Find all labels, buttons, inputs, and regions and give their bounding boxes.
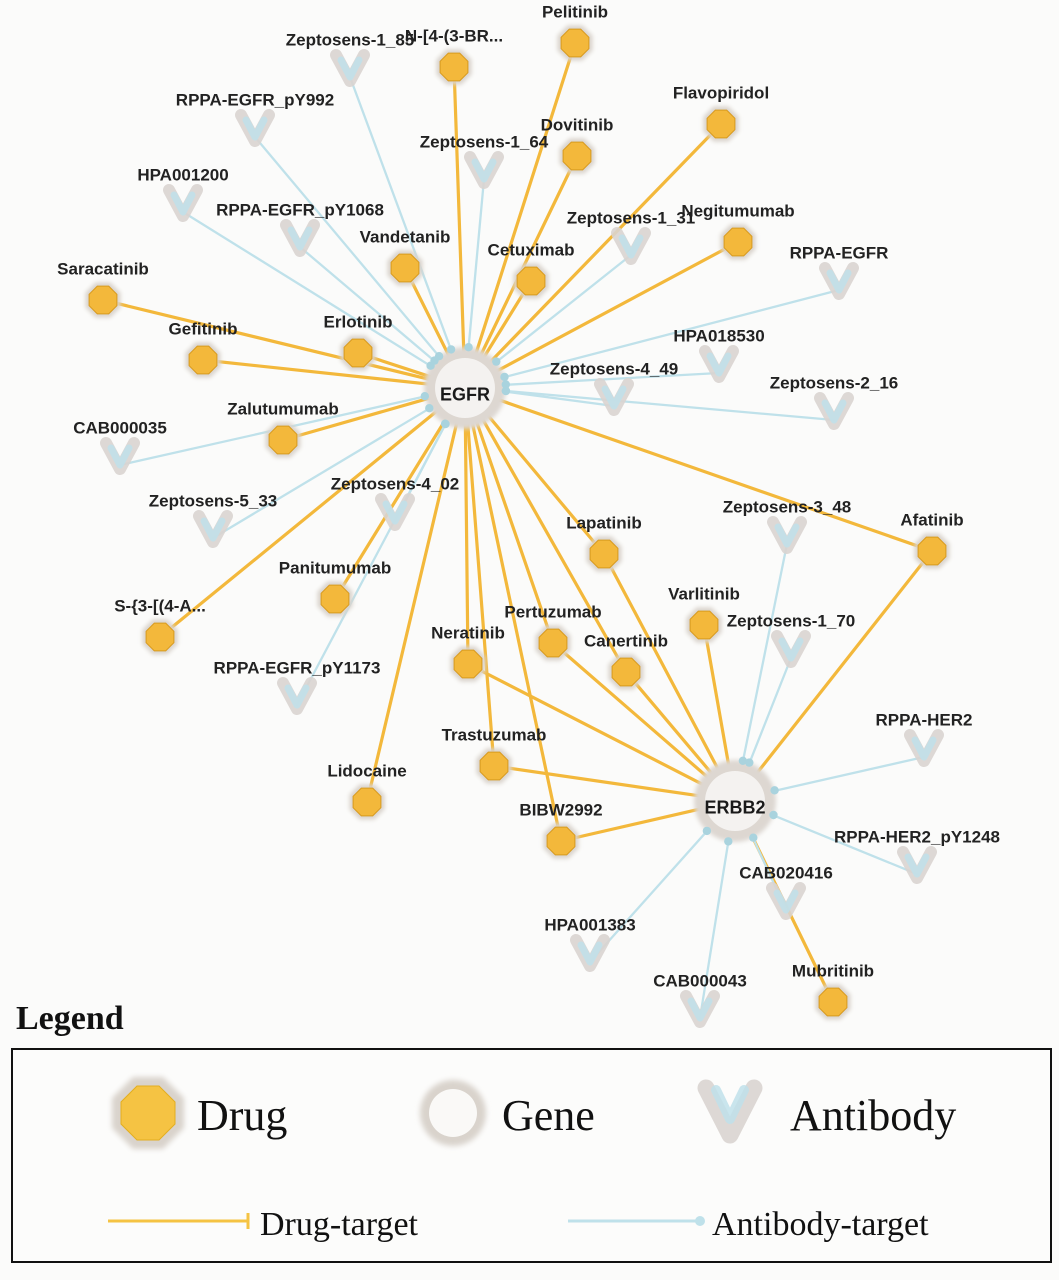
svg-text:Drug: Drug	[197, 1091, 287, 1140]
svg-text:Antibody-target: Antibody-target	[712, 1206, 929, 1243]
svg-text:Drug-target: Drug-target	[260, 1206, 419, 1243]
svg-text:Antibody: Antibody	[790, 1091, 956, 1140]
svg-text:Gene: Gene	[502, 1091, 595, 1140]
